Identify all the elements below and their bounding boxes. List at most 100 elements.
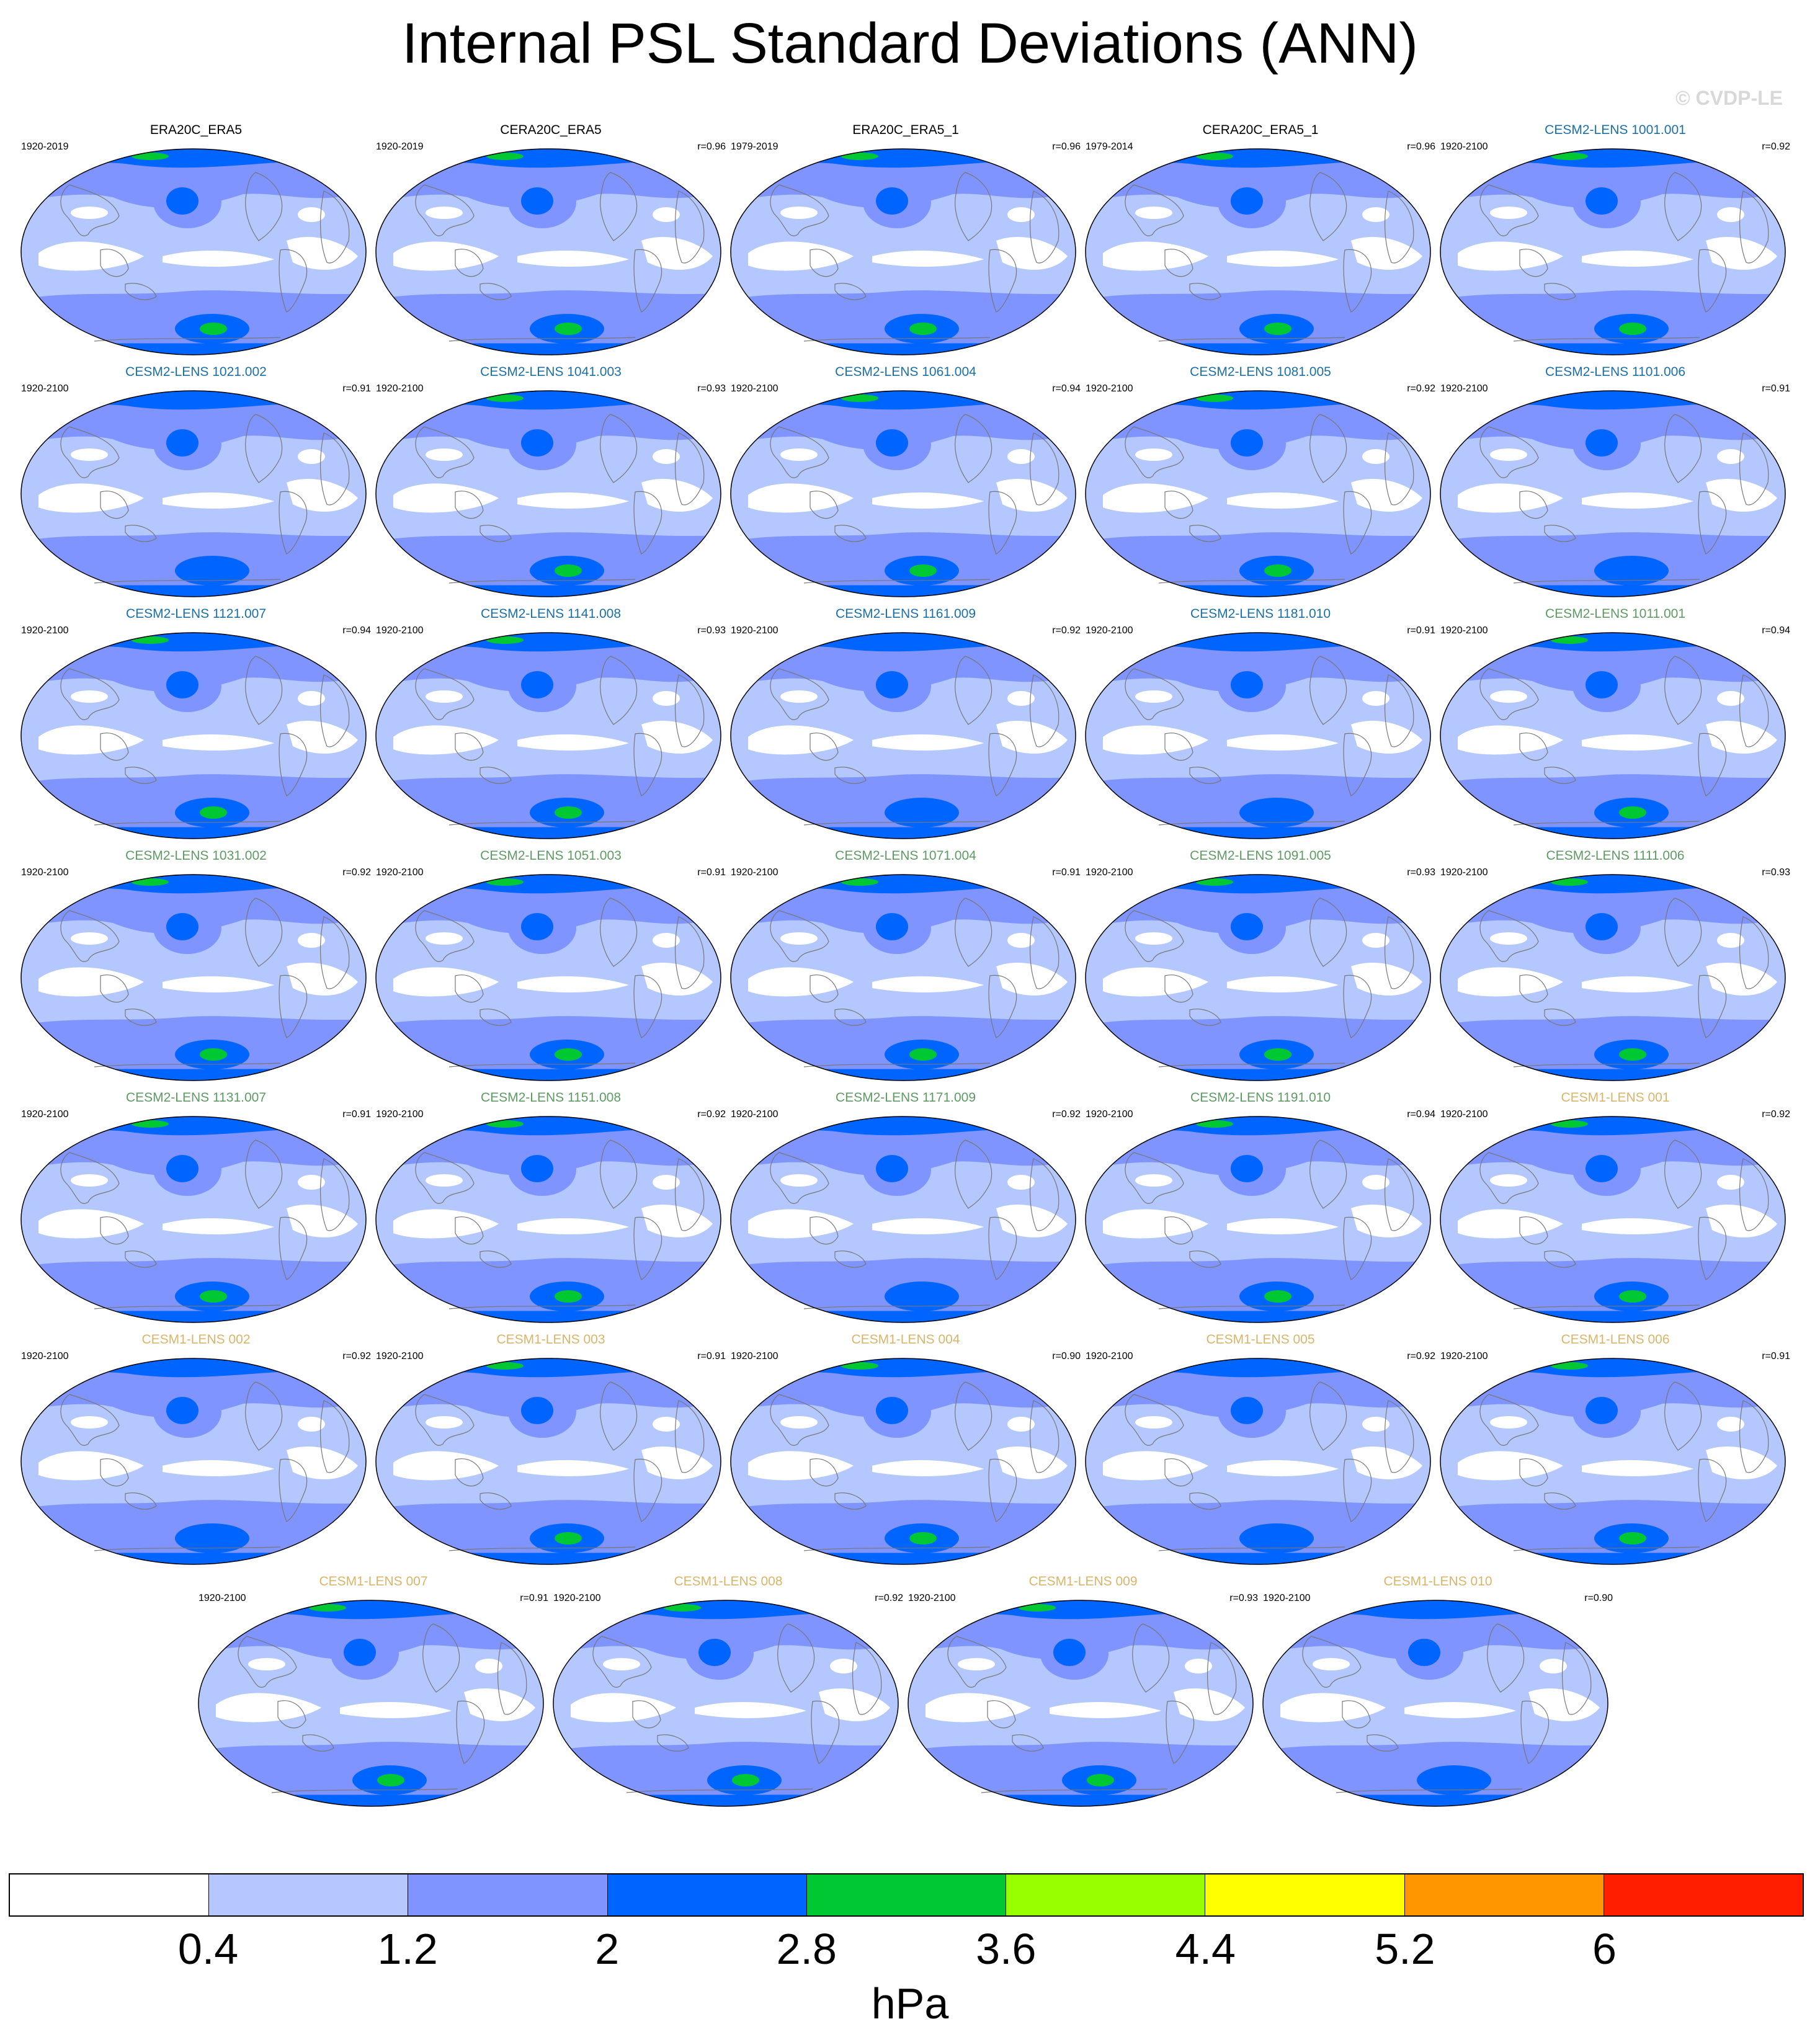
panel-title: CESM2-LENS 1191.010	[1190, 1090, 1331, 1105]
psl-std-map	[198, 1600, 544, 1807]
psl-std-map	[375, 632, 721, 839]
panel-title: CESM2-LENS 1071.004	[835, 849, 976, 863]
colorbar-swatch	[408, 1874, 608, 1915]
psl-std-map	[1085, 390, 1431, 597]
coastlines	[770, 656, 1059, 826]
panel-years: 1920-2100	[1440, 625, 1488, 636]
panel-years: 1920-2100	[376, 1351, 424, 1362]
psl-std-map	[1085, 1358, 1431, 1565]
panel-correlation: r=0.91	[1762, 1351, 1790, 1362]
map-panel: CESM1-LENS 009 1920-2100 r=0.93	[906, 1574, 1260, 1810]
panel-title: CESM1-LENS 006	[1561, 1332, 1670, 1347]
psl-std-map	[1085, 874, 1431, 1081]
psl-std-map	[730, 874, 1076, 1081]
colorbar-swatch	[1604, 1874, 1803, 1915]
contour-fill	[1440, 1117, 1785, 1322]
panel-correlation: r=0.90	[1052, 1351, 1081, 1362]
panel-title: CESM2-LENS 1081.005	[1190, 365, 1331, 379]
coastlines	[1125, 172, 1414, 342]
panel-correlation: r=0.91	[697, 1351, 726, 1362]
colorbar-tick-label: 5.2	[1375, 1925, 1435, 1973]
panel-years: 1920-2100	[731, 1351, 778, 1362]
coastlines	[1479, 1139, 1769, 1309]
panel-years: 1920-2100	[21, 383, 69, 394]
colorbar-swatch	[1006, 1874, 1206, 1915]
coastlines	[592, 1623, 882, 1793]
map-panel: CESM2-LENS 1141.008 1920-2100 r=0.93	[373, 607, 728, 842]
contour-fill	[908, 1600, 1253, 1806]
map-panel: CESM1-LENS 002 1920-2100 r=0.92	[19, 1332, 373, 1568]
psl-std-map	[908, 1600, 1254, 1807]
coastlines	[770, 1381, 1059, 1551]
map-panel: CESM1-LENS 004 1920-2100 r=0.90	[728, 1332, 1083, 1568]
panel-title: ERA20C_ERA5_1	[852, 123, 959, 137]
panel-title: CESM2-LENS 1131.007	[125, 1090, 267, 1105]
panel-years: 1920-2100	[1440, 1109, 1488, 1120]
panel-years: 1920-2100	[731, 1109, 778, 1120]
coastlines	[770, 172, 1059, 342]
panel-title: CESM2-LENS 1181.010	[1190, 607, 1331, 621]
map-panel: CESM2-LENS 1151.008 1920-2100 r=0.92	[373, 1090, 728, 1326]
panel-years: 1979-2019	[731, 141, 778, 152]
coastlines	[60, 172, 350, 342]
panel-title: ERA20C_ERA5	[149, 123, 243, 137]
panel-correlation: r=0.91	[1762, 383, 1790, 394]
coastlines	[415, 172, 705, 342]
colorbar-swatch	[209, 1874, 409, 1915]
psl-std-map	[1440, 632, 1786, 839]
panel-correlation: r=0.91	[697, 867, 726, 878]
coastlines	[1479, 1381, 1769, 1551]
coastlines	[415, 414, 705, 584]
coastlines	[60, 1139, 350, 1309]
panel-correlation: r=0.92	[697, 1109, 726, 1120]
panel-correlation: r=0.93	[1407, 867, 1435, 878]
coastlines	[60, 414, 350, 584]
psl-std-map	[1085, 632, 1431, 839]
colorbar-swatch	[1205, 1874, 1405, 1915]
psl-std-map	[730, 148, 1076, 355]
panel-correlation: r=0.94	[1407, 1109, 1435, 1120]
panel-correlation: r=0.91	[342, 383, 371, 394]
psl-std-map	[1085, 148, 1431, 355]
panel-correlation: r=0.92	[342, 867, 371, 878]
psl-std-map	[1440, 874, 1786, 1081]
panel-correlation: r=0.90	[1584, 1593, 1613, 1603]
panel-years: 1979-2014	[1086, 141, 1133, 152]
panel-correlation: r=0.94	[342, 625, 371, 636]
psl-std-map	[375, 148, 721, 355]
coastlines	[415, 898, 705, 1068]
colorbar-tick-label: 2	[595, 1925, 620, 1973]
panel-title: CESM2-LENS 1001.001	[1545, 123, 1686, 137]
panel-title: CESM2-LENS 1031.002	[125, 849, 267, 863]
panel-title: CESM2-LENS 1051.003	[480, 849, 622, 863]
map-panel: CESM2-LENS 1111.006 1920-2100 r=0.93	[1438, 849, 1793, 1084]
coastlines	[1479, 172, 1769, 342]
psl-std-map	[730, 1358, 1076, 1565]
contour-fill	[1086, 391, 1430, 597]
panel-years: 1920-2100	[1440, 383, 1488, 394]
map-panel: ERA20C_ERA5 1920-2019	[19, 123, 373, 359]
psl-std-map	[1440, 390, 1786, 597]
panel-title: CESM1-LENS 008	[674, 1574, 783, 1589]
map-panel: CERA20C_ERA5_1 1979-2014 r=0.96	[1083, 123, 1438, 359]
panel-years: 1920-2019	[21, 141, 69, 152]
panel-correlation: r=0.94	[1762, 625, 1790, 636]
panel-correlation: r=0.92	[1052, 625, 1081, 636]
panel-correlation: r=0.93	[1762, 867, 1790, 878]
panel-correlation: r=0.96	[697, 141, 726, 152]
map-panel: CESM1-LENS 005 1920-2100 r=0.92	[1083, 1332, 1438, 1568]
panel-years: 1920-2100	[908, 1593, 956, 1603]
coastlines	[1125, 898, 1414, 1068]
panel-title: CESM2-LENS 1171.009	[835, 1090, 976, 1105]
copyright-watermark: © CVDP-LE	[1675, 87, 1783, 109]
map-panel: CESM2-LENS 1021.002 1920-2100 r=0.91	[19, 365, 373, 600]
panel-title: CESM2-LENS 1101.006	[1545, 365, 1686, 379]
panel-title: CESM2-LENS 1111.006	[1546, 849, 1685, 863]
psl-std-map	[1440, 1116, 1786, 1323]
map-panel: CESM2-LENS 1071.004 1920-2100 r=0.91	[728, 849, 1083, 1084]
panel-years: 1920-2100	[1440, 1351, 1488, 1362]
panel-years: 1920-2100	[1440, 867, 1488, 878]
map-panel: ERA20C_ERA5_1 1979-2019 r=0.96	[728, 123, 1083, 359]
panel-title: CESM1-LENS 007	[319, 1574, 428, 1589]
panel-title: CERA20C_ERA5_1	[1202, 123, 1319, 137]
